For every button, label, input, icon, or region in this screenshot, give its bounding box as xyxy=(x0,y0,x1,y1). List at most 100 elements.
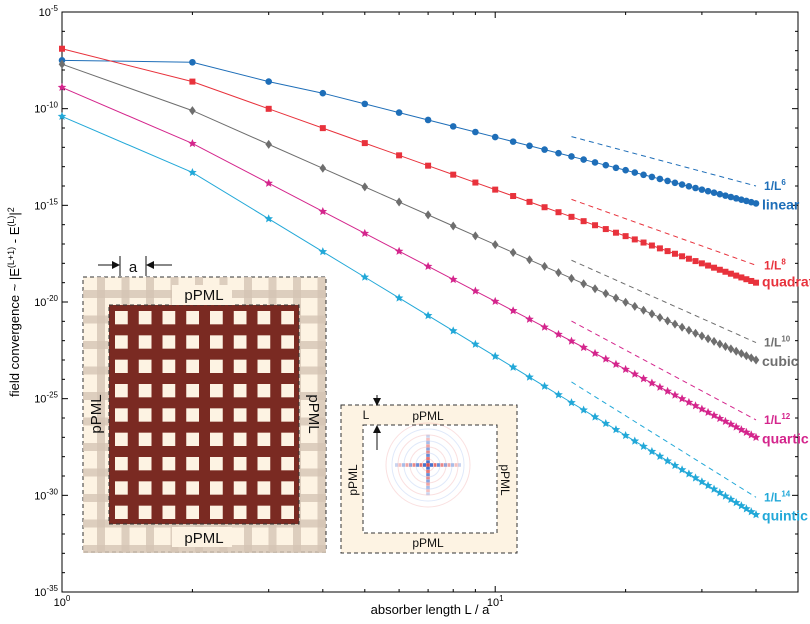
series-cubic-point xyxy=(685,325,693,335)
series-cubic-point xyxy=(602,289,610,299)
series-cubic-line xyxy=(61,63,757,361)
y-tick-label: 10-25 xyxy=(34,391,58,406)
series-quintic-point xyxy=(188,167,197,177)
series-quintic-point xyxy=(751,510,761,519)
series-linear-point xyxy=(472,128,479,136)
series-linear-point xyxy=(722,192,729,199)
inset-right-label-right: pPML xyxy=(498,464,512,496)
inset-right-label-bottom: pPML xyxy=(412,536,444,550)
series-quadratic-point xyxy=(705,262,712,269)
series-quintic-point xyxy=(554,390,563,399)
field-ring xyxy=(421,458,435,472)
series-quintic-line xyxy=(61,115,757,516)
series-quartic-point xyxy=(525,314,534,323)
ref-label-quintic: 1/L14 xyxy=(764,489,791,504)
inner-cell xyxy=(186,457,199,471)
inner-cell xyxy=(138,432,152,446)
series-quintic-point xyxy=(639,441,648,451)
series-cubic-point xyxy=(591,284,599,294)
inner-cell xyxy=(115,505,128,519)
series-linear-point xyxy=(692,184,699,192)
series-quartic-point xyxy=(540,322,549,331)
series-linear-point xyxy=(752,200,760,207)
field-dash-v xyxy=(426,466,430,470)
series-quadratic-point xyxy=(743,276,750,283)
series-cubic-point xyxy=(732,346,740,356)
series-label-cubic: cubic xyxy=(762,353,799,369)
series-quadratic-point xyxy=(612,229,619,236)
ref-slope-linear xyxy=(571,136,757,187)
series-quartic-point xyxy=(639,374,648,383)
field-dash-v xyxy=(426,492,430,496)
inner-cell xyxy=(162,505,176,519)
outer-grid-bar-v xyxy=(97,277,105,552)
series-cubic-point xyxy=(472,231,479,241)
inset-left-label-bottom: pPML xyxy=(184,530,223,547)
series-quintic-point xyxy=(647,446,657,456)
series-quadratic-point xyxy=(631,236,638,243)
series-quartic-point xyxy=(423,261,433,270)
series-linear-point xyxy=(265,78,272,85)
field-dash-h xyxy=(409,463,412,467)
inner-cell xyxy=(162,408,176,422)
series-cubic-point xyxy=(319,163,327,173)
inner-cell xyxy=(210,408,223,422)
inner-cell xyxy=(115,481,128,495)
series-label-linear: linear xyxy=(762,196,800,212)
field-dash-v xyxy=(426,447,430,451)
series-quadratic xyxy=(59,45,760,286)
series-cubic-point xyxy=(747,353,755,363)
series-quadratic-point xyxy=(472,179,479,186)
inner-cell xyxy=(257,457,271,471)
series-quartic-point xyxy=(655,382,665,391)
series-quartic-point xyxy=(508,306,518,315)
inner-cell xyxy=(281,457,294,471)
field-ring xyxy=(403,440,453,490)
series-cubic-point xyxy=(424,210,432,220)
series-quartic-point xyxy=(590,348,600,358)
series-quadratic-point xyxy=(425,162,432,169)
series-linear-point xyxy=(612,164,620,172)
x-tick-label: 101 xyxy=(487,594,504,609)
inner-cell xyxy=(210,384,223,398)
series-group xyxy=(57,45,761,519)
inner-cell xyxy=(233,505,247,519)
inner-cell xyxy=(115,384,128,398)
inner-cell xyxy=(233,481,247,495)
series-quadratic-point xyxy=(526,198,533,205)
field-pattern xyxy=(385,422,471,508)
series-linear-point xyxy=(189,58,196,66)
series-linear-point xyxy=(509,138,517,145)
inset-left-label-right: pPML xyxy=(305,394,322,433)
y-tick-label: 10-15 xyxy=(34,197,58,212)
series-cubic-point xyxy=(710,336,718,346)
inner-cell xyxy=(281,384,294,398)
inner-cell xyxy=(138,505,152,519)
series-quadratic-point xyxy=(510,193,517,200)
series-quintic-point xyxy=(663,456,672,465)
series-linear-point xyxy=(631,169,639,176)
field-dash-v xyxy=(426,453,430,457)
y-tick-label: 10-20 xyxy=(34,294,58,309)
series-quartic-point xyxy=(360,228,370,237)
field-dash-h xyxy=(416,463,419,467)
inner-cell xyxy=(257,481,271,495)
dim-L-arrowhead-bottom xyxy=(373,425,381,433)
series-quintic-point xyxy=(567,398,576,407)
field-dash-v xyxy=(426,482,430,486)
series-quintic-point xyxy=(525,372,534,381)
field-ring xyxy=(385,422,471,508)
series-cubic-point xyxy=(361,182,369,192)
y-tick-label: 10-30 xyxy=(34,487,58,502)
inner-cell xyxy=(138,457,152,471)
inner-cell xyxy=(281,505,294,519)
series-quartic-point xyxy=(448,274,458,284)
field-dash-v xyxy=(426,441,430,445)
inner-cell xyxy=(115,457,128,471)
series-linear-point xyxy=(640,171,647,179)
series-linear-point xyxy=(704,187,712,195)
ref-label-linear: 1/L6 xyxy=(764,178,786,193)
inner-cell xyxy=(233,335,247,349)
dim-a-arrowhead-left xyxy=(112,261,120,269)
series-quadratic-point xyxy=(492,186,499,193)
